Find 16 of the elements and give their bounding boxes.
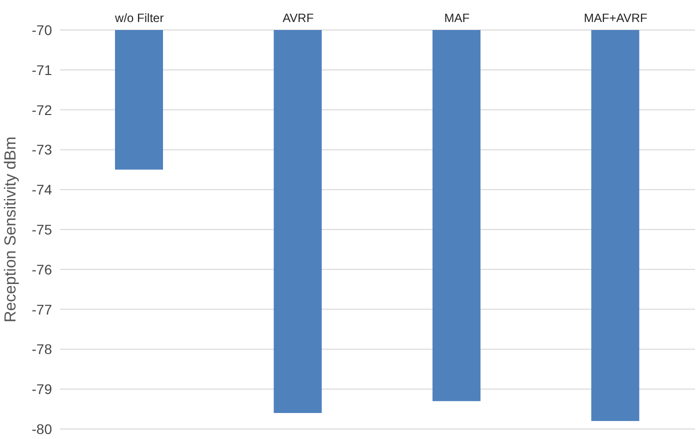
y-tick-label: -73 <box>32 142 52 158</box>
y-tick-label: -75 <box>32 221 52 238</box>
y-tick-label: -74 <box>32 182 52 198</box>
y-tick-label: -70 <box>32 22 52 38</box>
y-axis-title: Reception Sensitivity dBm <box>2 136 20 322</box>
x-tick-label: AVRF <box>282 11 314 25</box>
y-tick-label: -76 <box>32 261 52 278</box>
y-tick-label: -77 <box>32 301 52 318</box>
y-tick-label: -80 <box>32 420 52 437</box>
x-tick-label: MAF <box>444 11 470 25</box>
y-tick-label: -71 <box>32 62 52 78</box>
x-tick-label: w/o Filter <box>114 11 164 25</box>
y-tick-label: -78 <box>32 341 52 358</box>
y-tick-label: -79 <box>32 381 52 398</box>
x-tick-label: MAF+AVRF <box>584 11 648 25</box>
y-tick-label: -72 <box>32 102 52 118</box>
